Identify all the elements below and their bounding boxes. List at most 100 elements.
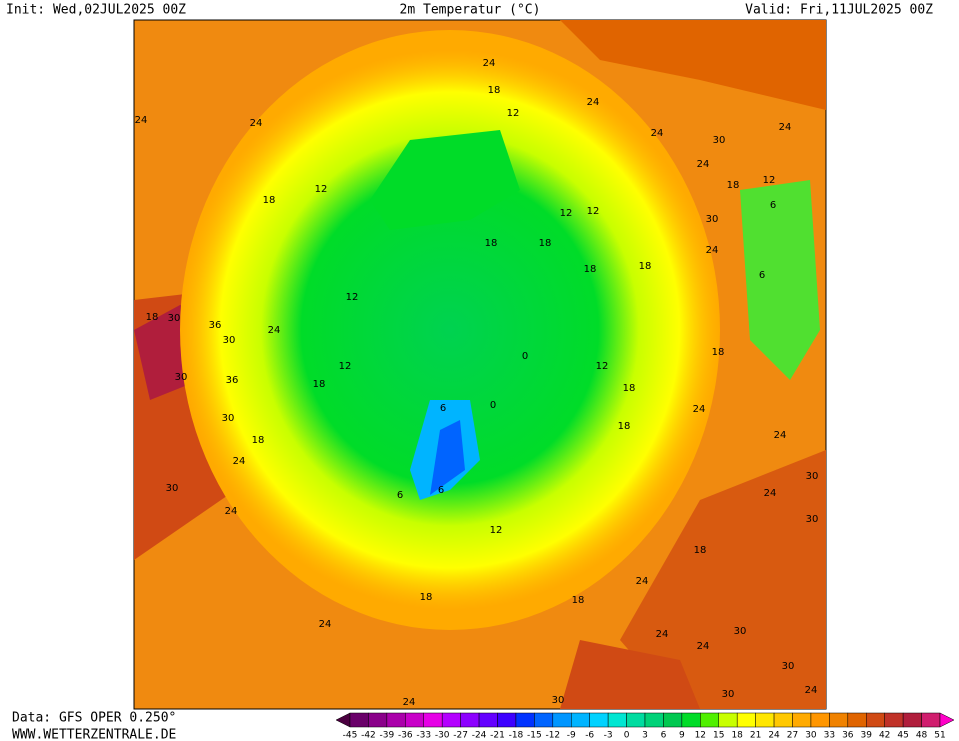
contour-label: 30 — [782, 661, 795, 672]
greenland-ice — [430, 420, 465, 495]
contour-label: 24 — [250, 118, 263, 129]
contour-label: 24 — [636, 576, 649, 587]
colorbar-label: 15 — [713, 731, 724, 741]
contour-label: 30 — [734, 626, 747, 637]
contour-label: 30 — [223, 335, 236, 346]
contour-label: 24 — [483, 58, 496, 69]
contour-label: 24 — [403, 697, 416, 708]
contour-label: 18 — [584, 264, 597, 275]
colorbar-label: 48 — [916, 731, 928, 741]
colorbar-label: 12 — [695, 731, 706, 741]
contour-label: 24 — [233, 456, 246, 467]
colorbar-label: 18 — [731, 731, 743, 741]
hot-area — [560, 640, 700, 709]
contour-label: 24 — [697, 159, 710, 170]
contour-label: 30 — [222, 413, 235, 424]
colorbar-label: 36 — [842, 731, 854, 741]
colorbar-label: 45 — [897, 731, 908, 741]
colorbar-label: 33 — [824, 731, 835, 741]
data-source: Data: GFS OPER 0.250° — [12, 711, 176, 726]
contour-label: 18 — [572, 595, 585, 606]
contour-label: 18 — [727, 180, 740, 191]
contour-label: 18 — [623, 383, 636, 394]
colorbar-label: 51 — [934, 731, 945, 741]
contour-label: 0 — [490, 400, 496, 411]
colorbar-swatch — [478, 712, 498, 728]
colorbar-label: 39 — [861, 731, 873, 741]
colorbar-swatch — [773, 712, 793, 728]
colorbar-arrow — [939, 712, 955, 728]
valid-time: Valid: Fri,11JUL2025 00Z — [745, 3, 933, 18]
colorbar-label: -9 — [567, 731, 576, 741]
colorbar-swatch — [405, 712, 424, 728]
warm-area — [560, 20, 826, 110]
contour-label: 30 — [175, 372, 188, 383]
contour-label: 6 — [770, 200, 776, 211]
colorbar-swatch — [700, 712, 719, 728]
colorbar-swatch — [607, 712, 627, 728]
colorbar-label: 3 — [642, 731, 648, 741]
contour-label: 18 — [694, 545, 707, 556]
colorbar-label: -36 — [398, 731, 413, 741]
contour-label: 36 — [209, 320, 222, 331]
contour-label: 12 — [587, 206, 600, 217]
colorbar-swatch — [626, 712, 646, 728]
colorbar-label: 30 — [805, 731, 817, 741]
contour-label: 6 — [759, 270, 765, 281]
colorbar-swatch — [368, 712, 388, 728]
colorbar-swatch — [644, 712, 664, 728]
colorbar-label: -45 — [343, 731, 358, 741]
colorbar-label: 6 — [661, 731, 667, 741]
colorbar-label: 0 — [624, 731, 630, 741]
contour-label: 24 — [319, 619, 332, 630]
contour-label: 18 — [313, 379, 326, 390]
colorbar-swatch — [589, 712, 609, 728]
colorbar-label: -42 — [361, 731, 376, 741]
colorbar-label: -24 — [472, 731, 487, 741]
contour-label: 12 — [596, 361, 609, 372]
colorbar-swatch — [386, 712, 406, 728]
colorbar-swatch — [829, 712, 849, 728]
colorbar-swatch — [460, 712, 480, 728]
contour-label: 24 — [225, 506, 238, 517]
colorbar: -45 -42 -39 -36 -33 -30 -27 -24 -21 -18 -15 -12 -9 -6… — [335, 712, 955, 741]
cold-core — [180, 50, 720, 610]
colorbar-swatch — [902, 712, 922, 728]
contour-label: 24 — [774, 430, 787, 441]
contour-label: 18 — [618, 421, 631, 432]
contour-label: 24 — [587, 97, 600, 108]
contour-label: 30 — [166, 483, 179, 494]
website: WWW.WETTERZENTRALE.DE — [12, 728, 176, 741]
contour-label: 12 — [490, 525, 503, 536]
contour-label: 18 — [252, 435, 265, 446]
colorbar-arrow — [335, 712, 351, 728]
contour-label: 24 — [268, 325, 281, 336]
contour-label: 24 — [135, 115, 148, 126]
colorbar-swatch — [571, 712, 590, 728]
colorbar-label: -27 — [453, 731, 468, 741]
colorbar-swatch — [552, 712, 572, 728]
colorbar-swatch — [866, 712, 885, 728]
contour-label: 12 — [339, 361, 352, 372]
colorbar-swatch — [423, 712, 443, 728]
map-title: 2m Temperatur (°C) — [400, 3, 541, 18]
hot-area — [620, 450, 826, 709]
contour-label: 18 — [146, 312, 159, 323]
colorbar-label: -39 — [380, 731, 395, 741]
colorbar-label: -6 — [585, 731, 594, 741]
colorbar-swatch — [921, 712, 941, 728]
contour-label: 18 — [488, 85, 501, 96]
contour-label: 30 — [552, 695, 565, 706]
contour-label: 30 — [706, 214, 719, 225]
contour-label: 30 — [722, 689, 735, 700]
colorbar-label: 27 — [787, 731, 798, 741]
contour-label: 12 — [763, 175, 776, 186]
colorbar-swatch — [884, 712, 904, 728]
colorbar-swatch — [515, 712, 535, 728]
colorbar-swatch — [755, 712, 775, 728]
contour-label: 12 — [507, 108, 520, 119]
contour-label: 30 — [806, 514, 819, 525]
contour-label: 24 — [697, 641, 710, 652]
colorbar-swatch — [810, 712, 830, 728]
contour-label: 18 — [263, 195, 276, 206]
